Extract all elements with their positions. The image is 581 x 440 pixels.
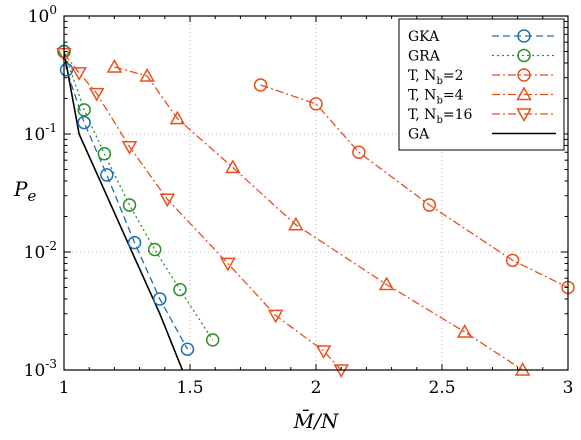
data-point xyxy=(422,198,437,212)
series-layer xyxy=(64,51,568,370)
legend-label-3: T, Nb=4 xyxy=(408,88,464,107)
data-point xyxy=(352,145,366,160)
legend-marker-1 xyxy=(517,48,531,63)
data-point xyxy=(205,333,220,347)
marker-layer xyxy=(56,44,575,379)
data-point xyxy=(122,198,137,212)
y-axis-label-main: P xyxy=(13,177,28,201)
data-point xyxy=(77,115,91,130)
y-tick-label: 10-1 xyxy=(24,121,57,145)
data-point xyxy=(456,323,473,338)
data-point xyxy=(153,292,167,306)
x-tick-label: 2 xyxy=(311,378,322,398)
data-point xyxy=(71,67,87,81)
y-axis-label: Pe xyxy=(13,177,36,205)
legend-label-2: T, Nb=2 xyxy=(408,68,463,87)
data-point xyxy=(59,63,74,77)
data-point xyxy=(121,140,138,155)
data-point xyxy=(220,257,236,272)
x-tick-label: 1.5 xyxy=(176,378,203,398)
data-point xyxy=(514,361,531,376)
data-point xyxy=(288,216,304,231)
series-line-5 xyxy=(64,51,184,370)
data-point xyxy=(173,282,187,297)
legend-marker-0 xyxy=(517,29,531,43)
data-point xyxy=(505,253,520,268)
data-point xyxy=(225,159,241,174)
x-tick-label: 2.5 xyxy=(428,378,455,398)
data-point xyxy=(97,147,112,161)
legend-box xyxy=(398,18,565,151)
data-point xyxy=(100,168,114,182)
data-point xyxy=(159,193,176,208)
data-point xyxy=(267,309,284,324)
x-tick-label: 3 xyxy=(563,378,574,398)
data-point xyxy=(147,242,162,257)
svg-text:Pe: Pe xyxy=(13,177,36,205)
legend-label-1: GRA xyxy=(408,49,441,65)
data-point xyxy=(309,97,323,111)
ticks: 1 1.5 2 2.5 3 10-3 10-2 10-1 100 xyxy=(24,3,574,398)
y-tick-label: 10-2 xyxy=(24,239,57,263)
data-point xyxy=(180,342,195,356)
data-point xyxy=(169,110,186,125)
legend-marker-4 xyxy=(516,108,532,123)
legend-label-0: GKA xyxy=(408,29,440,45)
x-tick-label: 1 xyxy=(59,378,70,398)
legend-label-5: GA xyxy=(408,127,430,143)
x-axis-label: M̄/N xyxy=(293,408,340,433)
y-axis-label-sub: e xyxy=(27,187,36,205)
series-line-2 xyxy=(260,84,568,289)
y-tick-label: 100 xyxy=(28,3,57,27)
data-point xyxy=(333,364,349,379)
data-point xyxy=(139,67,155,82)
legend-label-4: T, Nb=16 xyxy=(408,107,472,126)
data-point xyxy=(88,87,105,102)
data-point xyxy=(378,276,395,291)
data-point xyxy=(127,235,142,250)
series-line-1 xyxy=(64,51,214,341)
data-point xyxy=(253,78,268,92)
series-line-0 xyxy=(64,51,189,350)
series-line-4 xyxy=(64,53,342,370)
legend-marker-2 xyxy=(517,68,531,82)
y-tick-label: 10-3 xyxy=(24,357,57,381)
data-point xyxy=(106,58,123,73)
data-point xyxy=(77,103,91,117)
data-point xyxy=(315,345,332,359)
legend-marker-3 xyxy=(516,86,532,101)
